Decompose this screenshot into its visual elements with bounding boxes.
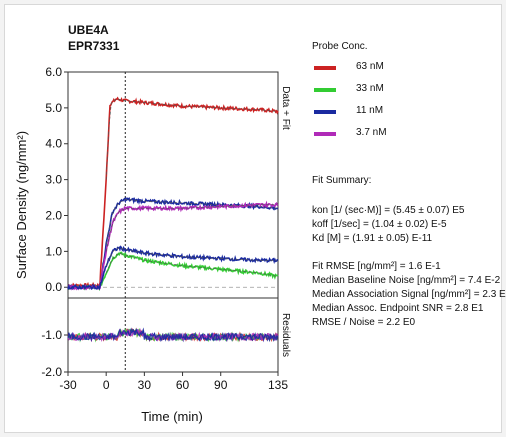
x-tick-label: 90 <box>214 378 228 392</box>
series-line-1 <box>67 251 279 292</box>
legend-swatch <box>314 110 336 114</box>
legend-item: 33 nM <box>312 82 498 104</box>
residual-line-4 <box>67 327 279 343</box>
stats_lines-line: Median Association Signal [ng/mm²] = 2.3… <box>312 289 506 300</box>
legend-label: 11 nM <box>356 105 384 116</box>
fit_lines-line: Kd [M] = (1.91 ± 0.05) E-11 <box>312 233 433 244</box>
series-line-0 <box>67 96 279 289</box>
stats_lines-line: RMSE / Noise = 2.2 E0 <box>312 317 416 328</box>
legend-swatch <box>314 88 336 92</box>
y-tick-label: 5.0 <box>45 101 62 115</box>
fit-line-4 <box>105 247 277 266</box>
chart-subtitle: EPR7331 <box>68 39 120 53</box>
legend-label: 63 nM <box>356 61 384 72</box>
fit-line-2 <box>105 199 277 245</box>
chart-title: UBE4A <box>68 23 109 37</box>
legend-item: 63 nM <box>312 60 498 82</box>
x-tick-label: 0 <box>103 378 110 392</box>
y-tick-label: 3.0 <box>45 173 62 187</box>
fit_lines-line: kon [1/ (sec·M)] = (5.45 ± 0.07) E5 <box>312 205 465 216</box>
figure-frame <box>4 4 502 433</box>
legend: 63 nM 33 nM 11 nM 3.7 nM <box>312 60 498 148</box>
x-axis-label: Time (min) <box>141 409 203 424</box>
probe-conc-header: Probe Conc. <box>312 41 368 52</box>
x-tick-label: 30 <box>138 378 152 392</box>
legend-swatch <box>314 66 336 70</box>
stats_lines-line: Fit RMSE [ng/mm²] = 1.6 E-1 <box>312 261 441 272</box>
y-tick-label: 2.0 <box>45 208 62 222</box>
residual-y-tick-label: -1.0 <box>41 328 62 342</box>
side-panel: Probe Conc. 63 nM 33 nM 11 nM 3.7 nM Fit Su… <box>312 40 506 330</box>
y-tick-label: 4.0 <box>45 137 62 151</box>
series-line-2 <box>67 196 279 291</box>
y-tick-label: 0.0 <box>45 280 62 294</box>
bottom-panel-label: Residuals <box>280 313 291 357</box>
fit-line-1 <box>105 252 277 277</box>
fit-line-3 <box>105 204 277 252</box>
fit_lines-line: koff [1/sec] = (1.04 ± 0.02) E-5 <box>312 219 447 230</box>
legend-item: 11 nM <box>312 104 498 126</box>
x-tick-label: 135 <box>268 378 288 392</box>
x-tick-label: 60 <box>176 378 190 392</box>
residual-y-tick-label: -2.0 <box>41 365 62 379</box>
series-line-3 <box>67 200 279 291</box>
x-tick-label: -30 <box>59 378 77 392</box>
fit-statistics: Fit RMSE [ng/mm²] = 1.6 E-1 Median Baseli… <box>312 260 506 330</box>
legend-swatch <box>314 132 336 136</box>
legend-label: 33 nM <box>356 83 384 94</box>
fit-line-0 <box>105 98 277 180</box>
legend-label: 3.7 nM <box>356 127 387 138</box>
fit-parameters: kon [1/ (sec·M)] = (5.45 ± 0.07) E5 koff … <box>312 204 498 246</box>
y-tick-label: 1.0 <box>45 244 62 258</box>
legend-item: 3.7 nM <box>312 126 498 148</box>
y-axis-label: Surface Density (ng/mm²) <box>14 131 29 279</box>
stats_lines-line: Median Assoc. Endpoint SNR = 2.8 E1 <box>312 303 484 314</box>
top-panel-label: Data + Fit <box>280 86 291 130</box>
stats_lines-line: Median Baseline Noise [ng/mm²] = 7.4 E-2 <box>312 275 501 286</box>
y-tick-label: 6.0 <box>45 65 62 79</box>
fit-summary-header: Fit Summary: <box>312 175 372 186</box>
